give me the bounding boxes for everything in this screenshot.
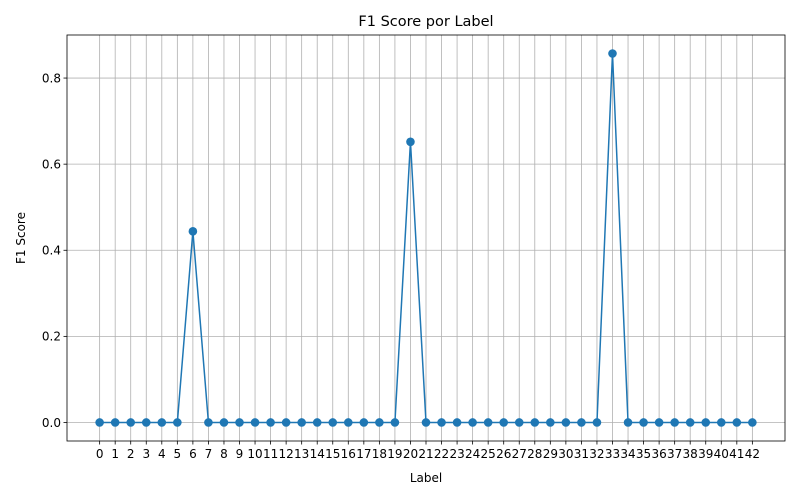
data-point (608, 49, 617, 58)
data-point (701, 418, 711, 427)
x-tick-label: 16 (341, 447, 356, 461)
data-point (623, 418, 633, 427)
data-point (126, 418, 136, 427)
y-tick-label: 0.2 (42, 330, 61, 344)
data-point (157, 418, 167, 427)
data-point (421, 418, 431, 427)
x-tick-label: 2 (127, 447, 135, 461)
x-tick-label: 17 (356, 447, 371, 461)
data-point (375, 418, 384, 427)
x-tick-label: 39 (698, 447, 713, 461)
data-point (110, 418, 120, 427)
x-tick-label: 42 (745, 447, 760, 461)
data-point (732, 418, 742, 427)
x-tick-label: 24 (465, 447, 480, 461)
x-tick-label: 32 (589, 447, 604, 461)
data-point (577, 418, 586, 427)
data-point (281, 418, 291, 427)
data-point (141, 418, 151, 427)
data-point (250, 418, 260, 427)
x-tick-label: 10 (247, 447, 262, 461)
data-point (266, 418, 275, 427)
x-tick-label: 30 (558, 447, 573, 461)
x-tick-label: 41 (729, 447, 744, 461)
axis-ticks: 0 1 2 3 4 5 6 7 8 9 10 11 12 13 14 15 16 17 18 19 20 21 22 23 24… (42, 71, 760, 461)
data-point (499, 418, 509, 427)
data-point (359, 418, 369, 427)
grid-lines (67, 35, 785, 441)
data-point (561, 418, 571, 427)
x-tick-label: 6 (189, 447, 197, 461)
x-tick-label: 7 (205, 447, 213, 461)
data-point (639, 418, 648, 427)
x-tick-label: 34 (620, 447, 635, 461)
data-point (452, 418, 462, 427)
x-tick-label: 13 (294, 447, 309, 461)
x-tick-label: 29 (543, 447, 558, 461)
x-tick-label: 23 (449, 447, 464, 461)
data-point (406, 137, 415, 147)
data-point (716, 418, 726, 427)
x-tick-label: 36 (651, 447, 666, 461)
data-point (670, 418, 679, 427)
data-point (685, 418, 695, 427)
x-tick-label: 18 (372, 447, 387, 461)
x-tick-label: 3 (142, 447, 150, 461)
x-tick-label: 33 (605, 447, 620, 461)
data-point (437, 418, 446, 427)
x-tick-label: 19 (387, 447, 402, 461)
x-tick-label: 14 (310, 447, 325, 461)
x-tick-label: 15 (325, 447, 340, 461)
y-tick-label: 0.6 (42, 157, 61, 171)
x-tick-label: 31 (574, 447, 589, 461)
y-tick-label: 0.8 (42, 71, 61, 85)
x-tick-label: 28 (527, 447, 542, 461)
y-tick-label: 0.0 (42, 416, 61, 430)
x-tick-label: 8 (220, 447, 228, 461)
x-tick-label: 35 (636, 447, 651, 461)
data-point (204, 418, 213, 427)
chart-title: F1 Score por Label (358, 14, 493, 30)
data-point (343, 418, 353, 427)
data-point (483, 418, 493, 427)
data-point (235, 418, 244, 427)
x-tick-label: 5 (174, 447, 182, 461)
data-point (219, 418, 229, 427)
data-points (95, 49, 757, 427)
data-point (173, 418, 182, 427)
x-tick-label: 25 (481, 447, 496, 461)
x-axis-label: Label (410, 471, 442, 485)
data-point (188, 227, 198, 236)
x-tick-label: 38 (683, 447, 698, 461)
x-tick-label: 26 (496, 447, 511, 461)
data-point (390, 418, 400, 427)
x-tick-label: 11 (263, 447, 278, 461)
data-point (328, 418, 338, 427)
x-tick-label: 22 (434, 447, 449, 461)
x-tick-label: 40 (714, 447, 729, 461)
x-tick-label: 12 (278, 447, 293, 461)
x-tick-label: 9 (236, 447, 244, 461)
data-point (530, 418, 540, 427)
x-tick-label: 1 (111, 447, 119, 461)
x-tick-label: 21 (418, 447, 433, 461)
x-tick-label: 20 (403, 447, 418, 461)
y-tick-label: 0.4 (42, 244, 61, 258)
data-point (312, 418, 322, 427)
data-point (592, 418, 602, 427)
x-tick-label: 37 (667, 447, 682, 461)
data-point (654, 418, 664, 427)
data-point (468, 418, 477, 427)
data-point (297, 418, 306, 427)
data-point (95, 418, 104, 427)
data-point (514, 418, 524, 427)
y-axis-label: F1 Score (14, 212, 28, 264)
x-tick-label: 27 (512, 447, 527, 461)
data-point (546, 418, 555, 427)
x-tick-label: 4 (158, 447, 166, 461)
data-point (748, 418, 757, 427)
x-tick-label: 0 (96, 447, 104, 461)
